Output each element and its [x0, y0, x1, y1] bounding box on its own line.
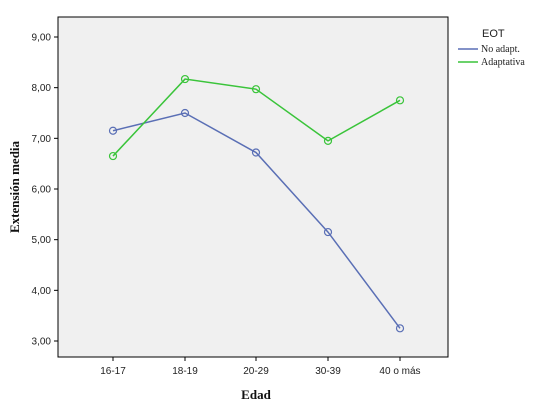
data-point [180, 74, 190, 84]
legend-title: EOT [482, 28, 505, 40]
y-tick-label: 4,00 [32, 286, 52, 297]
y-tick-label: 3,00 [32, 337, 52, 348]
data-point [108, 126, 118, 135]
y-tick-label: 5,00 [32, 235, 52, 246]
data-point [323, 227, 333, 237]
x-axis: 16-17 18-19 20-29 30-39 40 o más [100, 357, 421, 377]
series-line-2 [112, 78, 401, 157]
x-tick-label: 18-19 [172, 366, 198, 377]
y-axis: 3,00 4,00 5,00 6,00 7,00 8,00 9,00 [32, 33, 58, 348]
legend-label: No adapt. [481, 44, 520, 55]
x-axis-title: Edad [241, 387, 271, 402]
x-tick-label: 16-17 [100, 366, 126, 377]
data-point [180, 108, 190, 118]
y-tick-label: 6,00 [32, 185, 52, 196]
data-point [108, 151, 118, 161]
x-tick-label: 30-39 [315, 366, 341, 377]
y-tick-label: 7,00 [32, 134, 52, 145]
y-tick-label: 8,00 [32, 83, 52, 94]
data-point [395, 324, 405, 333]
legend: EOT No adapt. Adaptativa [458, 28, 525, 68]
data-point [251, 148, 261, 157]
y-tick-label: 9,00 [32, 33, 52, 44]
data-point [251, 85, 261, 94]
series-layer [108, 74, 405, 333]
y-axis-title: Extensión media [7, 140, 22, 233]
legend-label: Adaptativa [481, 57, 525, 68]
series-line-1 [112, 112, 401, 329]
data-point [323, 136, 333, 145]
x-tick-label: 20-29 [243, 366, 269, 377]
plot-background [57, 16, 449, 358]
data-point [395, 96, 405, 105]
x-tick-label: 40 o más [379, 366, 420, 377]
